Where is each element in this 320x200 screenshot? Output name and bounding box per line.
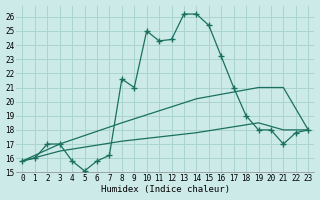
X-axis label: Humidex (Indice chaleur): Humidex (Indice chaleur) — [101, 185, 230, 194]
